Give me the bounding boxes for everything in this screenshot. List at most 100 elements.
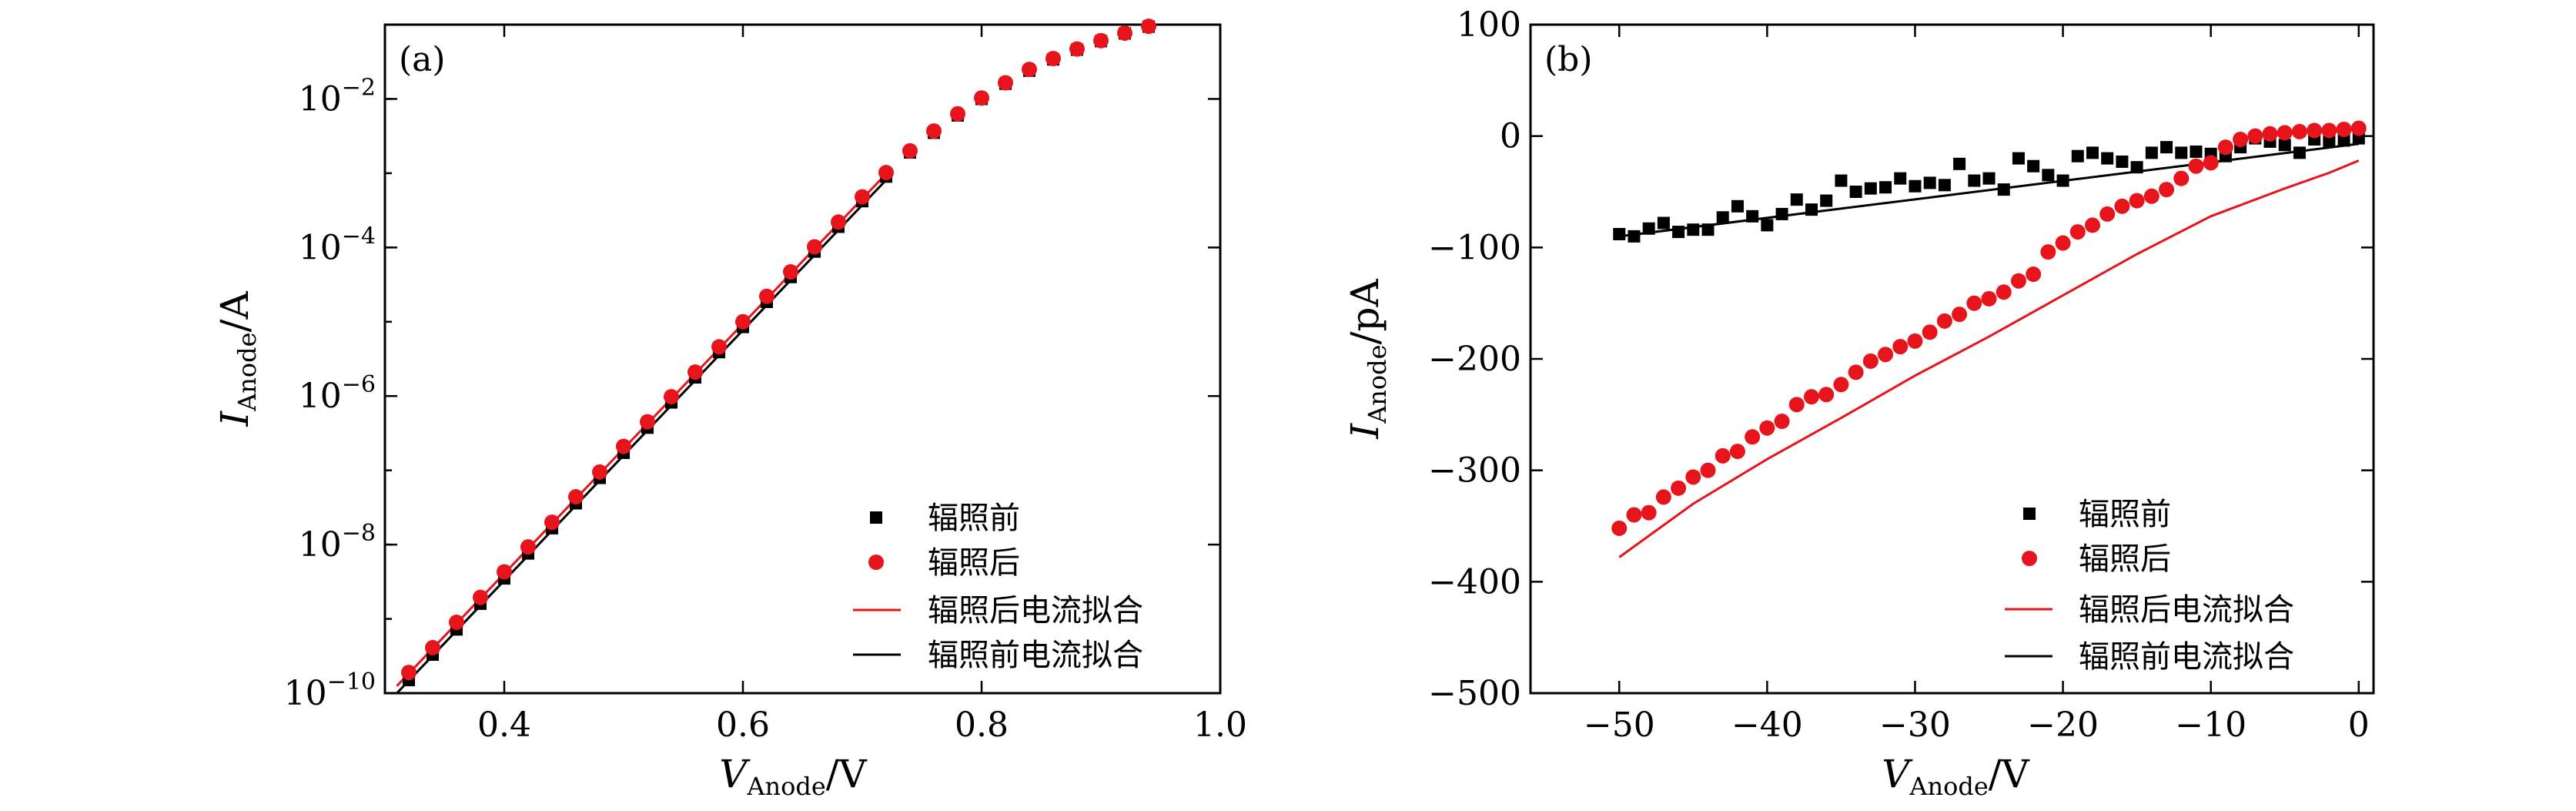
point-circle-a-1 bbox=[425, 639, 440, 655]
point-circle-b-14 bbox=[1818, 387, 1835, 403]
point-circle-b-23 bbox=[1952, 307, 1968, 323]
point-circle-b-21 bbox=[1922, 324, 1938, 340]
point-circle-b-9 bbox=[1745, 429, 1761, 445]
point-square-b-3 bbox=[1657, 216, 1670, 230]
point-circle-b-4 bbox=[1671, 480, 1687, 496]
point-circle-a-8 bbox=[592, 464, 607, 480]
point-circle-b-49 bbox=[2336, 121, 2352, 137]
y-axis-label-sub-b: Anode bbox=[1363, 344, 1392, 424]
y-axis-label-main-a: I bbox=[212, 411, 257, 427]
data-points-b bbox=[1611, 120, 2367, 536]
point-square-b-15 bbox=[1835, 174, 1848, 187]
point-circle-a-10 bbox=[640, 414, 655, 430]
point-square-b-22 bbox=[1938, 179, 1951, 192]
y-tick-label-a-1: 10−8 bbox=[299, 520, 376, 565]
point-circle-a-15 bbox=[759, 288, 774, 304]
x-tick-label-b-2: −30 bbox=[1879, 705, 1951, 745]
x-axis-label-main-a: V bbox=[719, 752, 751, 796]
point-circle-b-50 bbox=[2350, 120, 2367, 136]
point-circle-b-29 bbox=[2040, 244, 2056, 260]
panel-label-a: (a) bbox=[399, 40, 446, 79]
x-axis-label-sub-b: Anode bbox=[1909, 772, 1988, 801]
x-tick-label-a-2: 0.8 bbox=[955, 705, 1009, 745]
x-axis-label-unit-a: /V bbox=[826, 752, 868, 796]
point-circle-b-24 bbox=[1966, 295, 1982, 311]
panel-label-b: (b) bbox=[1544, 40, 1593, 79]
point-circle-b-2 bbox=[1641, 504, 1657, 521]
point-square-b-39 bbox=[2190, 145, 2203, 158]
point-circle-b-7 bbox=[1715, 447, 1731, 464]
y-tick-label-b-6: −500 bbox=[1428, 674, 1521, 713]
point-circle-b-6 bbox=[1700, 462, 1716, 478]
y-axis-label-a: IAnode/A bbox=[212, 291, 262, 427]
x-tick-label-b-1: −40 bbox=[1731, 705, 1803, 745]
x-tick-label-a-0: 0.4 bbox=[477, 705, 531, 745]
legend-a: 辐照前 辐照后 辐照后电流拟合 辐照前电流拟合 bbox=[853, 501, 1143, 673]
point-square-b-7 bbox=[1716, 211, 1729, 224]
point-circle-b-1 bbox=[1626, 507, 1642, 523]
x-tick-label-a-1: 0.6 bbox=[716, 705, 770, 745]
point-circle-b-18 bbox=[1878, 347, 1894, 363]
legend-label-before-b: 辐照前 bbox=[2079, 497, 2171, 532]
legend-marker-square-a bbox=[870, 511, 882, 524]
point-circle-a-14 bbox=[735, 313, 751, 330]
point-circle-a-13 bbox=[711, 339, 727, 355]
point-circle-b-17 bbox=[1862, 353, 1878, 369]
fit-lines-b bbox=[1618, 142, 2360, 558]
point-circle-b-32 bbox=[2085, 217, 2100, 233]
point-square-b-35 bbox=[2130, 161, 2143, 174]
plot-frame-a bbox=[383, 23, 1222, 695]
point-square-b-1 bbox=[1628, 230, 1641, 243]
y-axis-label-sub-a: Anode bbox=[233, 332, 262, 411]
point-square-b-49 bbox=[2337, 134, 2350, 147]
point-square-b-25 bbox=[1982, 172, 1996, 185]
point-circle-a-25 bbox=[998, 75, 1013, 91]
point-square-b-8 bbox=[1731, 199, 1744, 213]
point-circle-b-25 bbox=[1981, 290, 1997, 307]
point-square-b-37 bbox=[2160, 141, 2173, 154]
point-circle-b-44 bbox=[2262, 126, 2278, 142]
point-square-b-46 bbox=[2293, 146, 2306, 159]
point-square-b-21 bbox=[1923, 176, 1936, 189]
y-tick-label-a-4: 10−2 bbox=[299, 74, 376, 119]
point-circle-b-26 bbox=[1996, 284, 2012, 300]
point-square-b-17 bbox=[1864, 182, 1877, 195]
point-circle-a-29 bbox=[1093, 32, 1109, 49]
point-square-b-12 bbox=[1790, 193, 1803, 206]
point-square-b-13 bbox=[1805, 203, 1818, 216]
point-circle-b-39 bbox=[2188, 158, 2204, 174]
legend-label-before-a: 辐照前 bbox=[928, 501, 1020, 536]
point-circle-b-27 bbox=[2010, 273, 2026, 289]
point-square-b-18 bbox=[1879, 181, 1892, 194]
legend-marker-circle-b bbox=[2022, 551, 2037, 566]
point-circle-a-30 bbox=[1117, 25, 1132, 41]
x-tick-label-b-5: 0 bbox=[2348, 705, 2370, 745]
point-circle-b-12 bbox=[1788, 397, 1805, 413]
point-circle-b-20 bbox=[1907, 333, 1923, 349]
legend-marker-circle-a bbox=[868, 555, 884, 570]
fit-line-b-3 bbox=[1619, 142, 2359, 238]
point-square-b-16 bbox=[1849, 186, 1862, 198]
y-tick-label-b-3: −200 bbox=[1428, 340, 1521, 379]
point-circle-a-21 bbox=[902, 142, 918, 159]
point-circle-a-0 bbox=[401, 665, 417, 681]
point-circle-a-7 bbox=[568, 489, 584, 505]
point-square-b-14 bbox=[1820, 194, 1833, 207]
point-circle-b-42 bbox=[2233, 132, 2249, 148]
point-circle-b-35 bbox=[2129, 193, 2145, 209]
point-square-b-10 bbox=[1761, 219, 1774, 232]
point-circle-a-22 bbox=[926, 123, 942, 139]
point-square-b-26 bbox=[1997, 183, 2010, 196]
point-circle-b-8 bbox=[1729, 444, 1745, 460]
point-circle-b-43 bbox=[2247, 128, 2263, 144]
point-circle-a-20 bbox=[878, 165, 894, 181]
point-circle-b-16 bbox=[1848, 364, 1864, 380]
point-circle-b-37 bbox=[2159, 182, 2175, 198]
y-tick-label-a-2: 10−6 bbox=[299, 371, 376, 416]
x-axis-label-sub-a: Anode bbox=[746, 772, 825, 801]
point-square-b-27 bbox=[2012, 152, 2025, 165]
point-square-b-33 bbox=[2101, 152, 2114, 165]
